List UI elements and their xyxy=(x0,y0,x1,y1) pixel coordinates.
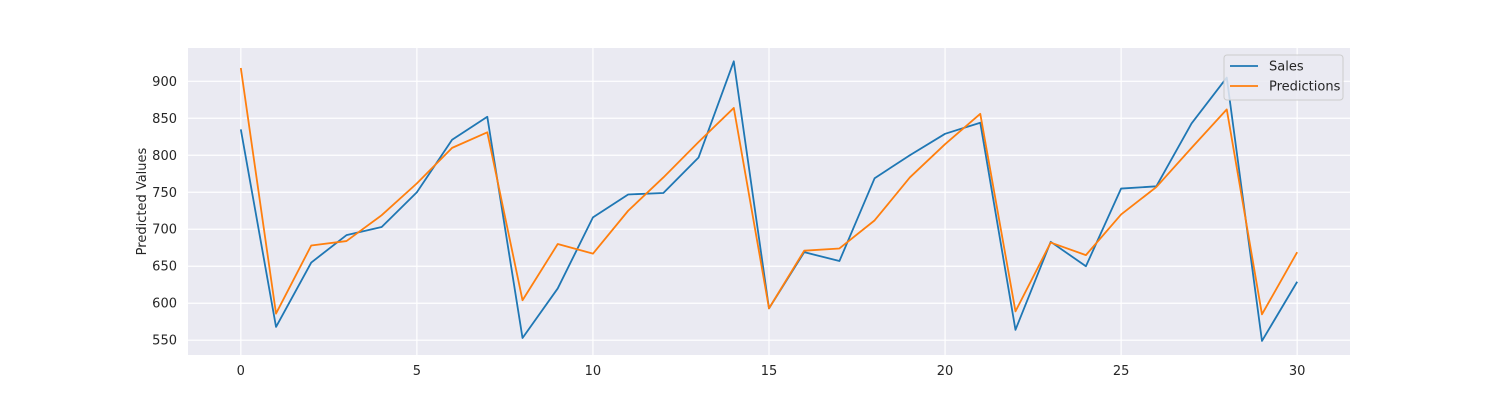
x-tick-label: 20 xyxy=(937,364,954,379)
grid-lines xyxy=(188,48,1350,355)
legend-label: Predictions xyxy=(1269,80,1341,95)
series-lines xyxy=(239,60,1298,342)
x-tick-label: 5 xyxy=(413,364,421,379)
x-tick-label: 25 xyxy=(1113,364,1130,379)
y-tick-label: 850 xyxy=(152,112,177,127)
x-tick-label: 0 xyxy=(237,364,245,379)
y-tick-label: 900 xyxy=(152,75,177,90)
y-tick-label: 650 xyxy=(152,260,177,275)
y-tick-label: 550 xyxy=(152,334,177,349)
y-tick-label: 800 xyxy=(152,149,177,164)
y-axis-label: Predicted Values xyxy=(135,147,150,255)
y-tick-label: 600 xyxy=(152,297,177,312)
legend: Sales Predictions xyxy=(1223,54,1344,101)
x-tick-label: 10 xyxy=(585,364,602,379)
y-axis-ticks: 550 600 650 700 750 800 850 900 xyxy=(152,75,177,349)
x-tick-label: 30 xyxy=(1289,364,1306,379)
series-line-predictions xyxy=(239,67,1298,316)
legend-label: Sales xyxy=(1269,60,1304,75)
y-tick-label: 700 xyxy=(152,223,177,238)
y-tick-label: 750 xyxy=(152,186,177,201)
x-tick-label: 15 xyxy=(761,364,778,379)
x-axis-ticks: 0 5 10 15 20 25 30 xyxy=(237,364,1306,379)
